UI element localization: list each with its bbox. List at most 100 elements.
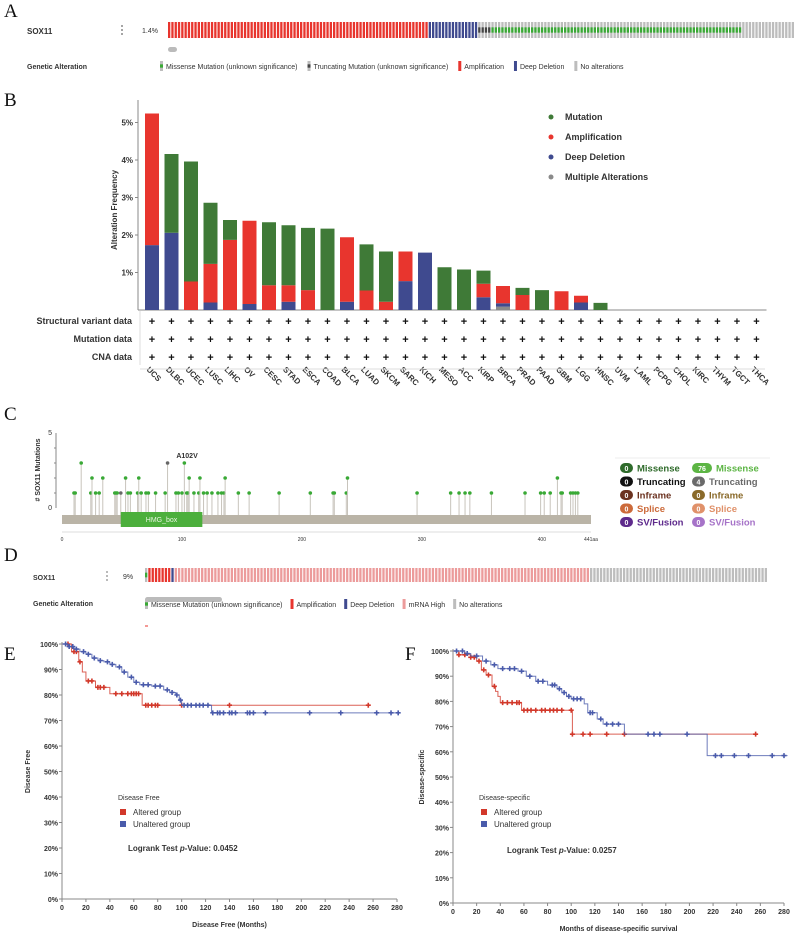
case-none[interactable]: [672, 568, 675, 582]
bar-deletion-brca[interactable]: [496, 303, 510, 307]
censor-mark-unaltered[interactable]: [250, 710, 256, 716]
case-mrna_high[interactable]: [402, 599, 406, 609]
case-none[interactable]: [603, 568, 606, 582]
bar-deletion-dlbc[interactable]: [164, 232, 179, 310]
domain-hmg-box[interactable]: [120, 512, 203, 527]
lollipop-head[interactable]: [180, 491, 184, 495]
censor-mark-unaltered[interactable]: [684, 731, 690, 737]
case-mrna_high[interactable]: [524, 568, 527, 582]
bar-amplification-luad[interactable]: [359, 290, 374, 311]
case-mrna_high[interactable]: [425, 568, 428, 582]
case-none[interactable]: [735, 568, 738, 582]
case-mrna_high[interactable]: [250, 568, 253, 582]
case-mrna_high[interactable]: [184, 568, 187, 582]
case-mrna_high[interactable]: [477, 568, 481, 582]
censor-mark-unaltered[interactable]: [200, 702, 206, 708]
case-deletion[interactable]: [445, 22, 448, 38]
case-mrna_high[interactable]: [533, 568, 537, 582]
bar-mutation-kirp[interactable]: [476, 270, 491, 284]
case-none[interactable]: [741, 568, 744, 582]
case-none[interactable]: [742, 22, 745, 38]
censor-mark-altered[interactable]: [481, 667, 487, 673]
lollipop-head[interactable]: [560, 491, 565, 495]
case-none[interactable]: [745, 22, 748, 38]
censor-mark-altered[interactable]: [365, 702, 371, 708]
censor-mark-unaltered[interactable]: [85, 651, 91, 657]
case-deletion[interactable]: [455, 22, 458, 38]
case-mrna_high[interactable]: [283, 568, 286, 582]
censor-mark-unaltered[interactable]: [610, 721, 616, 727]
lollipop-head[interactable]: [468, 491, 472, 495]
case-amplification[interactable]: [230, 22, 233, 38]
censor-mark-unaltered[interactable]: [169, 689, 175, 695]
bar-amplification-prad[interactable]: [515, 295, 530, 310]
lollipop-head[interactable]: [90, 476, 94, 480]
case-amplification[interactable]: [359, 22, 362, 38]
case-mrna_high[interactable]: [444, 568, 448, 582]
case-deletion[interactable]: [451, 22, 455, 38]
censor-mark-unaltered[interactable]: [338, 710, 344, 716]
bar-deletion-lgg[interactable]: [574, 302, 588, 311]
case-amplification[interactable]: [158, 568, 161, 582]
censor-mark-altered[interactable]: [569, 731, 575, 737]
lollipop-head[interactable]: [489, 491, 494, 495]
mutation-type-label[interactable]: SV/Fusion: [637, 518, 684, 529]
case-mrna_high[interactable]: [583, 568, 586, 582]
case-mrna_high[interactable]: [471, 568, 474, 582]
case-mrna_high[interactable]: [319, 568, 322, 582]
case-amplification[interactable]: [408, 22, 412, 38]
case-deletion[interactable]: [468, 22, 471, 38]
censor-mark-altered[interactable]: [113, 691, 119, 697]
case-amplification[interactable]: [339, 22, 342, 38]
case-amplification[interactable]: [336, 22, 339, 38]
case-none[interactable]: [682, 568, 685, 582]
case-none[interactable]: [721, 568, 725, 582]
case-deletion[interactable]: [513, 61, 517, 71]
lollipop-head[interactable]: [182, 461, 187, 465]
censor-mark-unaltered[interactable]: [712, 753, 718, 759]
case-mrna_high[interactable]: [220, 568, 224, 582]
lollipop-head[interactable]: [93, 491, 98, 495]
case-amplification[interactable]: [161, 568, 164, 582]
case-none[interactable]: [748, 22, 752, 38]
lollipop-head[interactable]: [136, 476, 141, 480]
case-amplification[interactable]: [326, 22, 329, 38]
censor-mark-unaltered[interactable]: [474, 653, 480, 659]
case-amplification[interactable]: [217, 22, 220, 38]
case-none[interactable]: [665, 568, 669, 582]
case-amplification[interactable]: [395, 22, 398, 38]
censor-mark-unaltered[interactable]: [164, 687, 170, 693]
bar-deletion-lusc[interactable]: [203, 302, 218, 311]
case-mrna_high[interactable]: [428, 568, 431, 582]
censor-mark-unaltered[interactable]: [262, 710, 268, 716]
lollipop-head[interactable]: [118, 491, 123, 495]
case-mrna_high[interactable]: [336, 568, 339, 582]
case-none[interactable]: [655, 568, 659, 582]
censor-mark-altered[interactable]: [119, 691, 125, 697]
case-mrna_high[interactable]: [441, 568, 444, 582]
case-none[interactable]: [755, 22, 758, 38]
case-mrna_high[interactable]: [309, 568, 313, 582]
case-mrna_high[interactable]: [573, 568, 576, 582]
censor-mark-unaltered[interactable]: [210, 710, 216, 716]
case-amplification[interactable]: [323, 22, 326, 38]
censor-mark-altered[interactable]: [504, 700, 510, 706]
case-deletion[interactable]: [474, 22, 478, 38]
case-amplification[interactable]: [458, 61, 462, 71]
case-amplification[interactable]: [283, 22, 286, 38]
case-amplification[interactable]: [382, 22, 385, 38]
case-none[interactable]: [574, 61, 578, 71]
case-mrna_high[interactable]: [491, 568, 494, 582]
censor-mark-unaltered[interactable]: [589, 710, 595, 716]
case-mrna_high[interactable]: [540, 568, 543, 582]
case-none[interactable]: [731, 568, 735, 582]
case-mrna_high[interactable]: [230, 568, 233, 582]
case-none[interactable]: [748, 568, 751, 582]
case-amplification[interactable]: [267, 22, 270, 38]
censor-mark-unaltered[interactable]: [133, 679, 139, 685]
case-amplification[interactable]: [392, 22, 395, 38]
case-none[interactable]: [626, 568, 629, 582]
bar-amplification-ucec[interactable]: [184, 281, 198, 311]
case-amplification[interactable]: [237, 22, 240, 38]
case-amplification[interactable]: [260, 22, 263, 38]
